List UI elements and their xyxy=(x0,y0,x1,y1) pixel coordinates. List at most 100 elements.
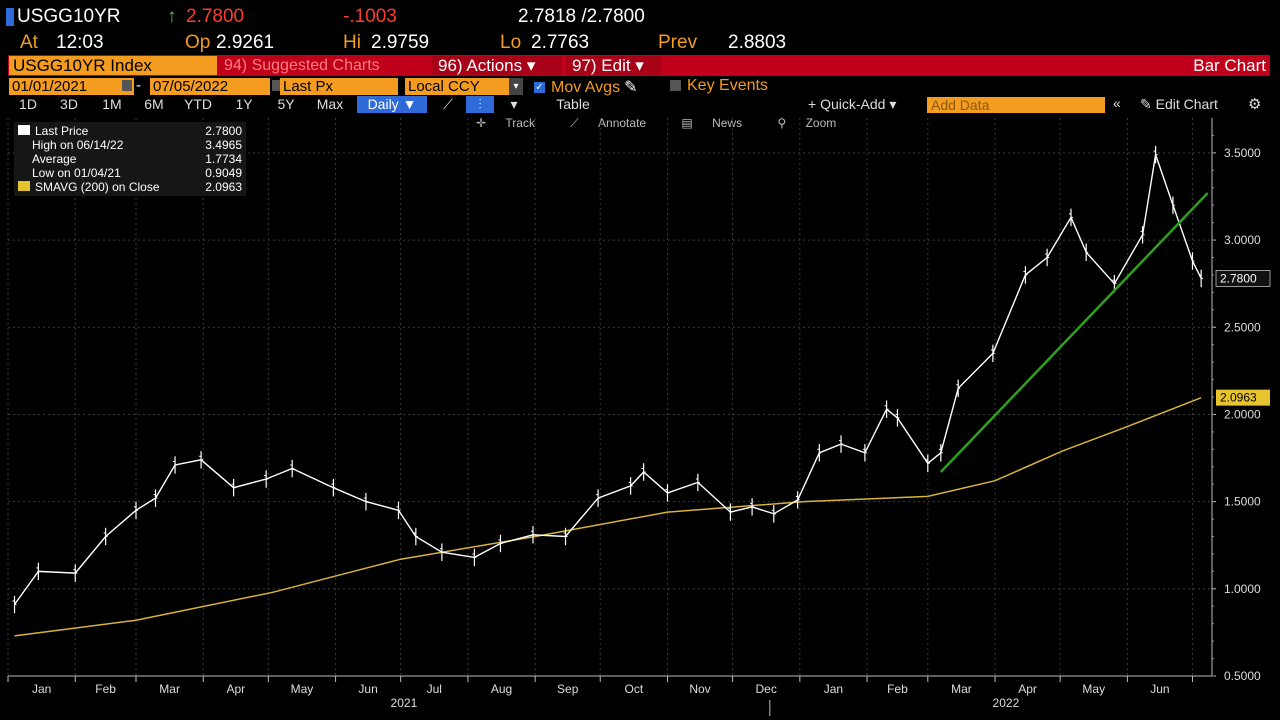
open-label: Op xyxy=(185,32,211,53)
edit-menu[interactable]: 97) Edit ▾ xyxy=(566,56,662,75)
zoom-tool[interactable]: ⚲ Zoom xyxy=(777,116,852,130)
end-date-field[interactable]: 07/05/2022 xyxy=(150,78,282,95)
edit-chart-label: Edit Chart xyxy=(1155,96,1218,112)
legend-label: Low on 01/04/21 xyxy=(32,166,121,180)
annotate-icon: ⟋ xyxy=(570,116,583,130)
sma-line xyxy=(14,397,1202,637)
mov-avgs-label: Mov Avgs xyxy=(551,79,621,96)
legend-swatch xyxy=(18,181,30,191)
high-label: Hi xyxy=(343,32,361,53)
last-price: 2.7800 xyxy=(186,6,245,27)
sma-tag-label: 2.0963 xyxy=(1220,391,1257,405)
security-input[interactable]: USGG10YR Index xyxy=(9,56,217,75)
suggested-charts-button[interactable]: 94) Suggested Charts xyxy=(224,57,380,74)
ticker-symbol: USGG10YR xyxy=(17,6,121,27)
quote-stats: At 12:03 Op 2.9261 Hi 2.9759 Lo 2.7763 P… xyxy=(6,32,1276,54)
x-tick-label: Jan xyxy=(824,682,843,696)
sma-tag-box xyxy=(1216,389,1270,406)
legend-label: Average xyxy=(32,152,77,166)
price-bar xyxy=(12,595,17,614)
start-date-field[interactable]: 01/01/2021 xyxy=(9,78,134,95)
y-tick-label: 3.5000 xyxy=(1224,146,1261,160)
period-max[interactable]: Max xyxy=(316,96,344,112)
x-tick-label: Feb xyxy=(887,682,908,696)
x-tick-label: Nov xyxy=(689,682,710,696)
news-label: News xyxy=(712,116,743,130)
legend-value: 0.9049 xyxy=(205,166,242,180)
chart-type-title: Bar Chart xyxy=(1193,56,1266,75)
y-tick-label: 0.5000 xyxy=(1224,669,1261,683)
collapse-icon[interactable]: « xyxy=(1113,95,1121,111)
period-3d[interactable]: 3D xyxy=(60,96,78,112)
chevron-down-icon[interactable]: ▾ xyxy=(509,78,523,95)
table-button[interactable]: Table xyxy=(556,96,590,112)
checkbox-unchecked-icon[interactable] xyxy=(670,80,681,92)
quick-add-button[interactable]: + Quick-Add ▾ xyxy=(808,96,897,112)
track-tool[interactable]: ✛ Track xyxy=(476,116,551,130)
last-price-tag-label: 2.7800 xyxy=(1220,271,1257,285)
period-1y[interactable]: 1Y xyxy=(235,96,253,112)
bar-chart-icon[interactable]: ⫶ xyxy=(466,96,494,113)
last-price-tag: 2.7800 xyxy=(1215,270,1271,287)
end-date-value: 07/05/2022 xyxy=(153,78,229,95)
legend-item-average: Average xyxy=(18,152,76,166)
news-tool[interactable]: ▤ News xyxy=(681,116,758,130)
period-ytd[interactable]: YTD xyxy=(184,96,212,112)
chart-grid xyxy=(7,118,1212,677)
period-5y[interactable]: 5Y xyxy=(277,96,295,112)
line-chart-icon[interactable]: ⟋ xyxy=(443,96,453,112)
add-data-input[interactable]: Add Data xyxy=(927,97,1105,113)
period-6m[interactable]: 6M xyxy=(144,96,164,112)
legend-label: Last Price xyxy=(35,124,89,138)
track-label: Track xyxy=(505,116,535,130)
legend-swatch xyxy=(18,125,30,135)
low-label: Lo xyxy=(500,32,522,53)
legend-value: 1.7734 xyxy=(205,152,242,166)
calendar-icon[interactable] xyxy=(272,80,282,91)
annotate-tool[interactable]: ⟋ Annotate xyxy=(570,116,662,130)
sma-series xyxy=(14,397,1202,637)
x-tick-label: Mar xyxy=(951,682,972,696)
chevron-down-icon[interactable]: ▾ xyxy=(510,96,518,112)
magnifier-icon: ⚲ xyxy=(777,116,790,130)
up-arrow-icon: ↑ xyxy=(167,6,177,27)
y-tick-label: 3.0000 xyxy=(1224,233,1261,247)
key-events-toggle[interactable]: Key Events xyxy=(670,77,768,95)
calendar-icon[interactable] xyxy=(122,80,132,91)
date-separator: - xyxy=(136,77,141,94)
bid-ask: 2.7818 /2.7800 xyxy=(518,6,645,27)
prev-value: 2.8803 xyxy=(728,32,787,53)
checkbox-checked-icon[interactable]: ✓ xyxy=(534,82,545,94)
time-value: 12:03 xyxy=(56,32,104,53)
x-tick-label: Apr xyxy=(1018,682,1037,696)
mov-avgs-toggle[interactable]: ✓ Mov Avgs ✎ xyxy=(534,77,637,97)
actions-menu[interactable]: 96) Actions ▾ xyxy=(432,56,562,75)
period-1m[interactable]: 1M xyxy=(102,96,122,112)
x-tick-label: Jul xyxy=(427,682,442,696)
legend-label: SMAVG (200) on Close xyxy=(35,180,160,194)
quote-header: USGG10YR ↑ 2.7800 -.1003 2.7818 /2.7800 xyxy=(6,6,1276,32)
x-tick-label: Mar xyxy=(159,682,180,696)
start-date-value: 01/01/2021 xyxy=(12,78,88,95)
legend-label: High on 06/14/22 xyxy=(32,138,124,152)
trendline xyxy=(939,192,1209,473)
edit-chart-button[interactable]: ✎ Edit Chart xyxy=(1140,96,1218,113)
pencil-icon[interactable]: ✎ xyxy=(624,79,638,96)
x-tick-label: Apr xyxy=(226,682,245,696)
legend-item-high: High on 06/14/22 xyxy=(18,138,123,152)
x-tick-label: Dec xyxy=(756,682,777,696)
chart-legend[interactable]: Last Price 2.7800 High on 06/14/22 3.496… xyxy=(14,122,246,196)
x-tick-label: Sep xyxy=(557,682,579,696)
price-bars xyxy=(12,145,1204,614)
currency-select[interactable]: Local CCY ▾ xyxy=(405,78,523,95)
x-tick-label: Aug xyxy=(491,682,512,696)
last-price-tag-box xyxy=(1215,270,1271,287)
y-tick-label: 1.0000 xyxy=(1224,582,1261,596)
price-field-select[interactable]: Last Px xyxy=(280,78,398,95)
frequency-select[interactable]: Daily ▼ xyxy=(357,96,427,113)
period-1d[interactable]: 1D xyxy=(19,96,37,112)
gear-icon[interactable]: ⚙ xyxy=(1248,96,1262,113)
x-axis: Jan Feb Mar Apr May Jun Jul Aug Sep Oct Nov Dec Jan F… xyxy=(7,675,1212,716)
pencil-icon: ✎ xyxy=(1140,96,1156,112)
